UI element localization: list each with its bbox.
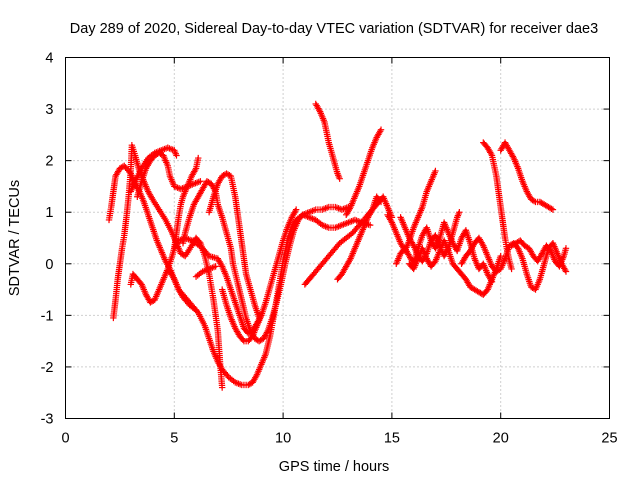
series-arc21 bbox=[480, 139, 515, 273]
data-point bbox=[197, 178, 204, 185]
data-point bbox=[508, 265, 515, 273]
data-point bbox=[336, 175, 343, 182]
data-point bbox=[530, 197, 538, 205]
data-point bbox=[562, 268, 570, 275]
series-arc23 bbox=[508, 237, 570, 270]
data-point bbox=[497, 252, 504, 260]
x-tick-label: 0 bbox=[61, 431, 69, 447]
data-point bbox=[377, 198, 385, 206]
data-point bbox=[366, 221, 374, 229]
data-point bbox=[292, 206, 300, 213]
series-arc4 bbox=[127, 144, 180, 195]
data-point bbox=[195, 154, 202, 162]
x-tick-label: 25 bbox=[601, 431, 617, 447]
data-point bbox=[548, 205, 555, 212]
y-tick-label: 1 bbox=[45, 205, 53, 221]
data-point bbox=[174, 184, 181, 191]
data-point bbox=[173, 152, 180, 159]
x-tick-label: 15 bbox=[384, 431, 400, 447]
x-tick-label: 10 bbox=[275, 431, 291, 447]
series-arc5 bbox=[127, 234, 265, 337]
y-axis-label: SDTVAR / TECUs bbox=[7, 180, 23, 296]
series-arc14 bbox=[312, 100, 343, 182]
chart-title: Day 289 of 2020, Sidereal Day-to-day VTE… bbox=[70, 21, 598, 37]
y-tick-label: -3 bbox=[41, 412, 54, 428]
series-arc9 bbox=[218, 206, 300, 345]
data-point bbox=[239, 336, 247, 344]
series-arc22 bbox=[497, 139, 557, 213]
series-arc13 bbox=[334, 193, 385, 283]
series-arc19 bbox=[406, 237, 504, 298]
data-point bbox=[218, 384, 226, 391]
data-marks bbox=[105, 100, 570, 391]
data-point bbox=[562, 245, 570, 252]
data-point bbox=[335, 205, 342, 212]
data-point bbox=[376, 197, 384, 204]
series-arc10 bbox=[205, 170, 263, 322]
data-point bbox=[456, 209, 463, 216]
plot-frame bbox=[65, 57, 610, 419]
y-tick-label: -1 bbox=[41, 308, 54, 324]
data-point bbox=[322, 205, 329, 212]
y-tick-label: -2 bbox=[41, 360, 54, 376]
data-point bbox=[377, 126, 385, 133]
data-point bbox=[119, 163, 127, 170]
x-tick-label: 20 bbox=[493, 431, 509, 447]
y-tick-label: 3 bbox=[45, 102, 53, 118]
series-arc11 bbox=[192, 263, 219, 280]
axis-ticks: 0 5 10 15 20 25 -3 -2 -1 0 1 2 3 4 bbox=[41, 51, 618, 447]
series-arc6 bbox=[171, 154, 202, 252]
data-point bbox=[432, 167, 439, 175]
series-arc2 bbox=[110, 141, 226, 391]
data-point bbox=[255, 314, 263, 322]
y-tick-label: 0 bbox=[45, 257, 53, 273]
series-arc16 bbox=[384, 167, 439, 255]
y-tick-label: 4 bbox=[45, 51, 53, 67]
series-arc15 bbox=[343, 126, 385, 218]
data-point bbox=[167, 145, 175, 153]
data-point bbox=[549, 206, 557, 213]
y-tick-label: 2 bbox=[45, 154, 53, 170]
x-tick-label: 5 bbox=[170, 431, 178, 447]
x-axis-label: GPS time / hours bbox=[279, 459, 389, 475]
grid bbox=[65, 57, 610, 419]
data-point bbox=[212, 263, 219, 270]
